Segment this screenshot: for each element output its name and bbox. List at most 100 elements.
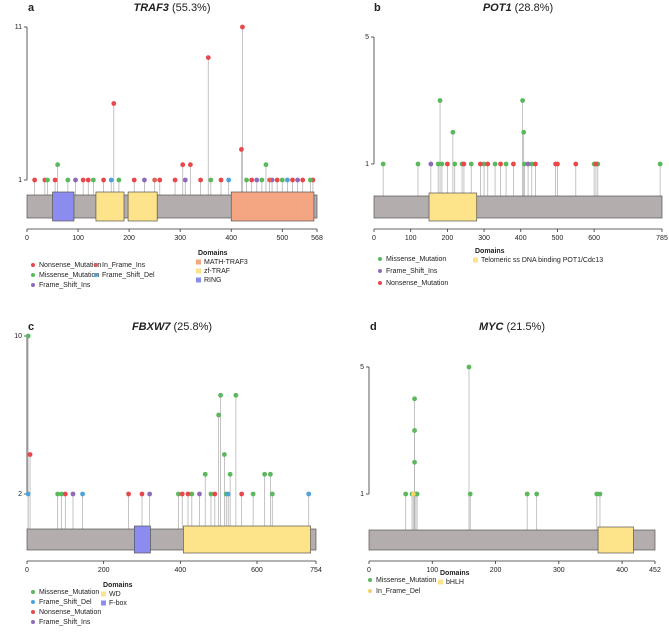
mutation-point xyxy=(511,161,516,167)
mutation-point xyxy=(410,491,416,497)
mutation-point xyxy=(428,161,434,167)
y-tick-label: 1 xyxy=(360,491,364,498)
y-tick-label: 1 xyxy=(365,161,369,168)
mutation-point xyxy=(198,177,203,183)
mutation-point xyxy=(452,161,458,167)
mutation-point xyxy=(300,177,306,183)
mutation-point xyxy=(227,471,233,477)
mutation-point xyxy=(59,491,64,497)
x-tick-label: 100 xyxy=(72,235,84,242)
legend-swatch xyxy=(31,283,35,287)
x-tick-label: 400 xyxy=(174,567,186,574)
domain-legend-label: F-box xyxy=(109,600,127,607)
mutation-point xyxy=(380,161,386,167)
legend-label: Nonsense_Mutation xyxy=(386,280,448,287)
mutation-point xyxy=(80,177,86,183)
legend-swatch xyxy=(368,578,372,582)
mutation-point xyxy=(189,491,195,497)
mutation-point xyxy=(412,396,417,402)
mutation-point xyxy=(269,491,275,497)
domain-legend-title: Domains xyxy=(103,582,133,589)
domain-legend-label: bHLH xyxy=(446,579,464,586)
x-tick-label: 300 xyxy=(553,567,565,574)
domain xyxy=(52,191,75,222)
x-tick-label: 300 xyxy=(174,235,186,242)
mutation-point xyxy=(593,161,599,167)
y-tick-label: 10 xyxy=(14,333,22,340)
x-tick-label: 200 xyxy=(98,567,110,574)
mutation-point xyxy=(295,177,300,183)
mutation-point xyxy=(139,491,145,497)
mutation-point xyxy=(205,55,211,60)
mutation-point xyxy=(597,491,603,497)
domain-legend-label: Telomeric ss DNA binding POT1/Cdc13 xyxy=(481,257,603,264)
panel: d MYC (21.5%) 1 5 0 100 200 300 400 452 Missense_M… xyxy=(360,321,661,595)
mutation-point xyxy=(521,129,527,135)
panel: c FBXW7 (25.8%) 2 10 0 200 400 600 754 Missense_M… xyxy=(14,321,322,626)
mutation-point xyxy=(152,177,158,183)
mutation-point xyxy=(65,177,71,183)
mutation-point xyxy=(498,161,503,167)
mutation-point xyxy=(147,491,153,497)
panel-title: POT1 (28.8%) xyxy=(483,2,553,14)
legend-swatch xyxy=(31,600,35,604)
domain xyxy=(597,526,634,554)
mutation-point xyxy=(85,177,91,183)
legend-swatch xyxy=(378,281,382,285)
panel-letter: d xyxy=(370,321,377,333)
mutation-point xyxy=(525,161,531,167)
mutation-point xyxy=(657,161,663,167)
x-tick-label: 200 xyxy=(490,567,502,574)
mutation-point xyxy=(218,392,223,398)
mutation-point xyxy=(90,177,96,183)
panel: b POT1 (28.8%) 1 5 0 100 200 300 400 500 600 785 Mis… xyxy=(365,2,668,287)
mutation-point xyxy=(208,491,214,497)
mutation-point xyxy=(182,177,188,183)
mutation-point xyxy=(290,177,295,183)
panel-title: TRAF3 (55.3%) xyxy=(133,2,210,14)
domain-legend-label: WD xyxy=(109,591,121,598)
domain-legend-swatch xyxy=(101,600,106,606)
gene-name: MYC xyxy=(479,321,505,333)
mutation-point xyxy=(226,177,232,183)
legend-swatch xyxy=(368,589,372,593)
mutation-point xyxy=(250,491,256,497)
panel-title: MYC (21.5%) xyxy=(479,321,545,333)
mutation-point xyxy=(307,177,313,183)
mutation-point xyxy=(244,177,249,183)
legend-label: Frame_Shift_Del xyxy=(39,599,92,606)
domain-legend-swatch xyxy=(196,277,201,283)
mutation-point xyxy=(439,161,445,167)
mutation-point xyxy=(197,491,202,497)
mutation-point xyxy=(279,177,285,183)
mutation-point xyxy=(27,452,33,457)
legend-label: Nonsense_Mutation xyxy=(39,609,101,616)
mutation-point xyxy=(126,491,131,497)
mutation-point xyxy=(492,161,498,167)
mutation-point xyxy=(466,364,472,370)
x-tick-label: 0 xyxy=(367,567,371,574)
mutation-point xyxy=(503,161,509,167)
gene-name: TRAF3 xyxy=(133,2,168,14)
legend-label: In_Frame_Ins xyxy=(102,262,146,269)
legend-label: Frame_Shift_Ins xyxy=(39,619,91,626)
mutation-point xyxy=(32,177,38,183)
legend-swatch xyxy=(31,263,35,267)
domain xyxy=(127,191,158,222)
mutation-point xyxy=(534,491,540,497)
legend-label: Missense_Mutation xyxy=(39,589,99,596)
mutation-point xyxy=(267,471,273,477)
mutation-point xyxy=(284,177,290,183)
domain xyxy=(230,191,315,222)
mutation-point xyxy=(262,471,268,477)
domain-legend-swatch xyxy=(438,579,443,585)
mutation-point xyxy=(70,491,76,497)
x-tick-label: 600 xyxy=(251,567,263,574)
mutation-point xyxy=(461,161,467,167)
x-tick-label: 600 xyxy=(588,235,600,242)
mutation-point xyxy=(415,161,421,167)
mutation-point xyxy=(573,161,579,167)
domain xyxy=(133,525,151,554)
